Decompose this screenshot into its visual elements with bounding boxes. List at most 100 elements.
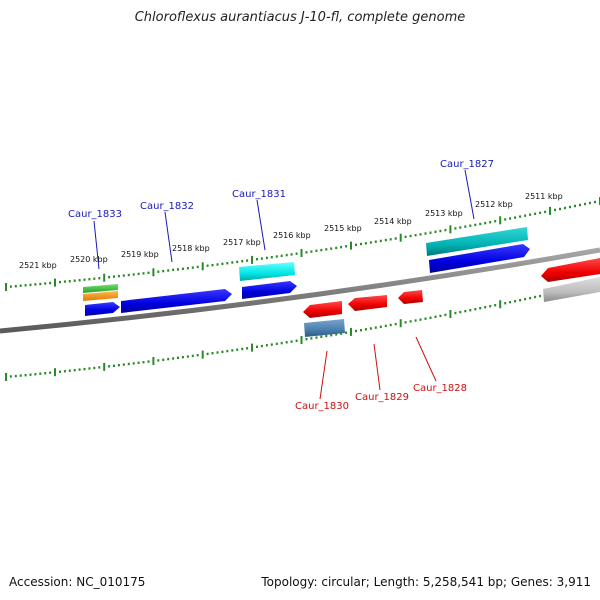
genome-title: Chloroflexus aurantiacus J-10-fl, comple… [134,10,466,25]
scale-minor-tick [429,231,432,234]
kbp-label: 2512 kbp [475,200,513,209]
scale-minor-tick [83,367,86,371]
scale-minor-tick [137,272,140,276]
scale-minor-tick [211,263,214,267]
scale-minor-tick [574,204,576,208]
scale-minor-tick [221,262,224,265]
scale-major-tick [449,310,452,318]
scale-minor-tick [394,322,397,326]
gene-label-caur-1827[interactable]: Caur_1827 [440,159,494,170]
scale-minor-tick [444,313,447,317]
gene-caur-1828[interactable] [398,290,423,304]
scale-minor-tick [295,339,298,342]
scale-minor-tick [364,328,367,331]
scale-minor-tick [439,314,442,318]
scale-minor-tick [355,243,357,246]
scale-minor-tick [260,344,263,348]
scale-minor-tick [246,259,249,262]
lower-scale [5,279,600,381]
scale-minor-tick [290,253,293,256]
scale-minor-tick [191,354,194,358]
scale-minor-tick [221,350,224,353]
gene-caur-1831-blue[interactable] [242,281,297,299]
scale-minor-tick [265,256,268,260]
scale-minor-tick [44,282,47,285]
scale-major-tick [5,373,7,381]
scale-minor-tick [315,249,318,252]
gene-label-caur-1833[interactable]: Caur_1833 [68,209,122,220]
gene-offscreen-red[interactable] [541,258,600,282]
scale-major-tick [251,343,253,352]
scale-minor-tick [384,324,387,328]
scale-major-tick [201,350,204,359]
scale-minor-tick [270,256,273,259]
gene-caur-1833-blue[interactable] [85,302,120,316]
gene-offscreen-grey[interactable] [543,277,600,302]
gene-caur-1827-teal[interactable] [426,227,528,256]
scale-minor-tick [68,280,71,283]
gene-label-caur-1828[interactable]: Caur_1828 [413,383,467,394]
scale-minor-tick [474,308,477,311]
gene-label-caur-1830[interactable]: Caur_1830 [295,401,349,412]
scale-major-tick [201,262,204,271]
scale-minor-tick [389,323,392,327]
scale-minor-tick [63,370,66,373]
scale-minor-tick [59,280,61,284]
gene-label-caur-1831[interactable]: Caur_1831 [232,189,286,200]
scale-minor-tick [147,360,150,363]
scale-minor-tick [434,315,437,318]
scale-minor-tick [474,223,477,227]
scale-minor-tick [142,272,145,275]
scale-minor-tick [534,295,537,299]
scale-minor-tick [162,269,165,273]
scale-minor-tick [459,226,462,229]
scale-minor-tick [424,232,427,235]
scale-minor-tick [127,362,130,366]
scale-minor-tick [364,242,367,245]
gene-label-caur-1829[interactable]: Caur_1829 [355,392,409,403]
scale-minor-tick [88,367,91,370]
gene-caur-1831-cyan[interactable] [239,262,295,281]
scale-minor-tick [39,282,42,286]
scale-minor-tick [464,309,467,313]
scale-major-tick [152,268,155,277]
gene-caur-1833-green[interactable] [83,284,118,293]
scale-minor-tick [167,357,170,361]
scale-major-tick [499,216,502,225]
scale-minor-tick [534,212,537,215]
kbp-label: 2518 kbp [172,244,210,253]
scale-minor-tick [216,263,219,266]
scale-major-tick [399,233,402,242]
scale-minor-tick [211,352,214,355]
scale-minor-tick [360,242,362,246]
scale-minor-tick [409,320,412,323]
scale-minor-tick [489,305,492,308]
scale-minor-tick [310,250,313,253]
gene-caur-1827-blue[interactable] [429,244,530,273]
kbp-label: 2511 kbp [525,192,563,201]
gene-caur-1832[interactable] [121,289,232,313]
gene-caur-1830-steel[interactable] [304,319,345,337]
scale-minor-tick [335,246,338,250]
scale-minor-tick [177,268,179,271]
scale-major-tick [350,241,352,250]
genome-backbone [0,247,600,334]
scale-minor-tick [196,354,199,357]
gene-label-caur-1832[interactable]: Caur_1832 [140,201,194,212]
scale-minor-tick [295,252,298,255]
scale-minor-tick [494,304,497,307]
scale-minor-tick [504,218,507,221]
scale-minor-tick [206,264,209,267]
scale-minor-tick [424,317,427,320]
scale-minor-tick [246,347,249,350]
gene-caur-1829[interactable] [348,295,387,311]
scale-minor-tick [172,268,175,272]
gene-caur-1830-red[interactable] [303,301,342,318]
gene-caur-1833-orange[interactable] [83,291,118,301]
scale-minor-tick [345,245,348,248]
scale-minor-tick [181,267,184,270]
scale-major-tick [449,225,452,234]
scale-minor-tick [34,283,37,286]
scale-minor-tick [14,374,17,378]
scale-minor-tick [394,237,397,240]
